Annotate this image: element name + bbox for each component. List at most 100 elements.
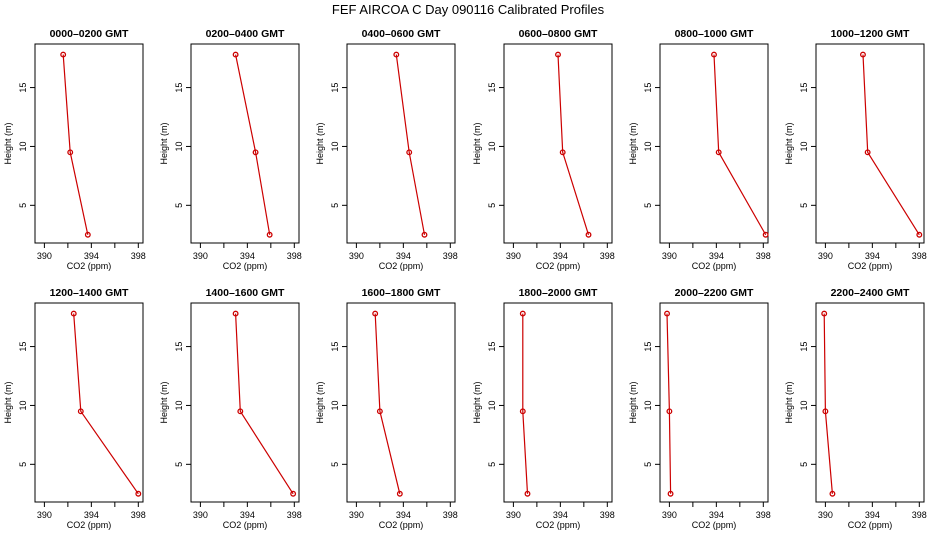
plot-frame [34,302,144,503]
y-tick-label: 10 [18,400,28,410]
x-tick-label: 398 [131,251,146,261]
plot-frame [815,302,925,503]
y-tick-label: 10 [643,400,653,410]
x-axis-label: CO2 (ppm) [379,261,424,271]
x-tick-label: 398 [756,510,771,520]
y-tick-label: 15 [174,83,184,93]
panel-title: 2200–2400 GMT [831,287,910,299]
data-point [232,310,239,317]
data-point [916,231,923,238]
data-point [524,490,531,497]
y-tick-label: 15 [487,342,497,352]
x-tick-label: 394 [553,510,568,520]
profile-line [557,54,590,235]
data-point [555,51,561,58]
data-point [70,310,77,317]
profile-line [666,313,672,494]
x-axis-label: CO2 (ppm) [536,520,581,530]
profile-line [374,313,401,494]
y-axis-label: Height (m) [3,122,13,164]
plot-frame [503,302,613,503]
x-tick-label: 394 [396,510,411,520]
y-axis-label: Height (m) [628,122,638,164]
y-tick-label: 15 [643,342,653,352]
y-tick-label: 15 [330,342,340,352]
plot-frame [346,43,456,244]
x-tick-label: 398 [443,510,458,520]
data-point [266,231,273,238]
data-point [559,149,566,156]
profile-line [235,313,294,495]
y-axis-label: Height (m) [315,122,325,164]
y-tick-label: 5 [643,462,653,467]
y-axis-label: Height (m) [472,122,482,164]
data-point [406,149,413,156]
data-point [421,231,428,238]
plot-frame [34,43,144,244]
panel-title: 0800–1000 GMT [675,28,754,40]
x-tick-label: 398 [443,251,458,261]
y-tick-label: 10 [174,141,184,151]
x-tick-label: 390 [193,510,208,520]
figure-title: FEF AIRCOA C Day 090116 Calibrated Profi… [331,2,605,17]
panel-title: 1000–1200 GMT [831,28,910,40]
y-tick-label: 5 [330,462,340,467]
profile-line [862,54,920,236]
data-point [232,51,239,58]
y-tick-label: 5 [174,462,184,467]
x-tick-label: 398 [287,510,302,520]
data-point [667,490,674,497]
data-point [290,490,297,497]
y-tick-label: 10 [643,141,653,151]
x-tick-label: 394 [553,251,568,261]
x-tick-label: 390 [37,251,52,261]
x-tick-label: 394 [865,510,880,520]
y-tick-label: 10 [487,141,497,151]
data-point [664,310,670,317]
data-point [372,310,379,317]
panel-title: 1400–1600 GMT [206,287,285,299]
profile-line [522,313,529,494]
data-point [585,231,592,238]
data-point [396,490,403,497]
profile-line [713,54,767,236]
x-axis-label: CO2 (ppm) [692,520,737,530]
x-tick-label: 390 [662,251,677,261]
x-tick-label: 394 [865,251,880,261]
y-tick-label: 10 [18,141,28,151]
x-axis-label: CO2 (ppm) [848,261,893,271]
data-point [84,231,91,238]
panel-title: 1800–2000 GMT [519,287,598,299]
panel-title: 0000–0200 GMT [50,28,129,40]
data-point [237,408,244,415]
x-tick-label: 390 [37,510,52,520]
data-point [519,408,526,415]
x-tick-label: 390 [506,510,521,520]
x-tick-label: 390 [818,510,833,520]
y-tick-label: 15 [18,342,28,352]
plot-frame [346,302,456,503]
x-axis-label: CO2 (ppm) [848,520,893,530]
x-axis-label: CO2 (ppm) [67,520,112,530]
x-tick-label: 398 [912,510,927,520]
data-point [393,51,400,58]
x-tick-label: 394 [240,510,255,520]
y-tick-label: 5 [330,203,340,208]
x-tick-label: 398 [600,510,615,520]
profile-line [395,54,426,235]
y-tick-label: 15 [799,83,809,93]
data-point [715,149,722,156]
profile-line [62,54,89,235]
y-axis-label: Height (m) [784,122,794,164]
y-axis-label: Height (m) [159,381,169,423]
x-tick-label: 390 [349,510,364,520]
y-axis-label: Height (m) [3,381,13,423]
plot-frame [659,302,769,503]
y-tick-label: 5 [799,462,809,467]
x-tick-label: 390 [662,510,677,520]
x-tick-label: 394 [84,510,99,520]
plot-frame [190,43,300,244]
data-point [711,51,717,58]
data-point [135,490,142,497]
